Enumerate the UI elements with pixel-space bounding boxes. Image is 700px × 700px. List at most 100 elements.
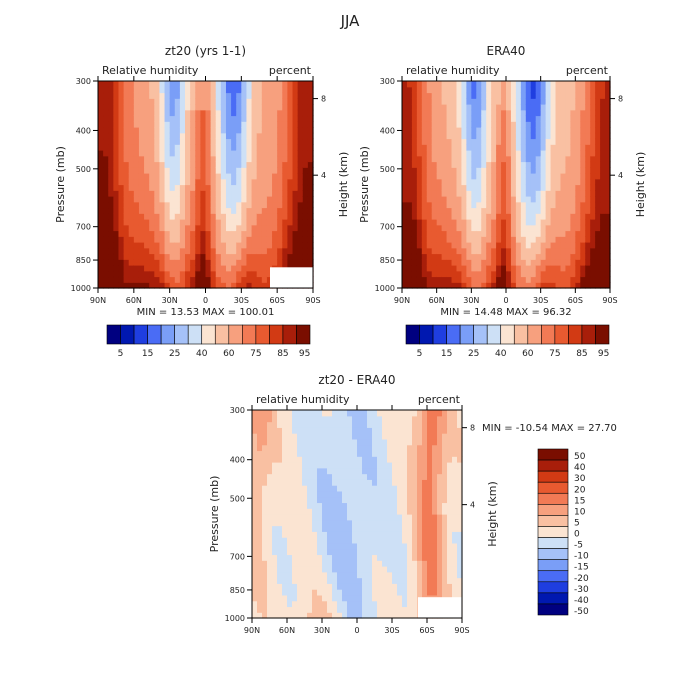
- field-cell: [377, 473, 383, 480]
- field-cell: [560, 138, 567, 145]
- field-cell: [402, 566, 408, 573]
- field-cell: [392, 531, 398, 538]
- field-cell: [530, 173, 537, 180]
- field-cell: [387, 479, 393, 486]
- field-cell: [277, 450, 283, 457]
- field-cell: [496, 98, 502, 105]
- field-cell: [246, 201, 253, 209]
- field-cell: [133, 213, 140, 220]
- colorbar-swatch: [537, 581, 569, 594]
- field-cell: [441, 81, 448, 88]
- field-cell: [277, 427, 283, 434]
- field-cell: [266, 247, 273, 255]
- field-cell: [486, 230, 492, 237]
- field-cell: [282, 236, 289, 243]
- field-cell: [491, 98, 497, 105]
- y-right-axis-label: Height (km): [337, 152, 350, 218]
- field-cell: [322, 415, 328, 423]
- field-cell: [251, 184, 258, 191]
- field-cell: [367, 502, 373, 509]
- field-cell: [565, 265, 571, 272]
- field-cell: [406, 201, 413, 209]
- field-cell: [555, 230, 562, 237]
- field-cell: [535, 265, 542, 272]
- field-cell: [515, 207, 522, 214]
- field-cell: [570, 109, 576, 117]
- field-cell: [159, 92, 166, 99]
- field-cell: [397, 479, 403, 486]
- field-cell: [103, 259, 109, 266]
- field-cell: [605, 104, 611, 111]
- field-cell: [565, 121, 571, 128]
- field-cell: [312, 462, 318, 469]
- field-cell: [421, 213, 428, 220]
- field-cell: [367, 485, 373, 492]
- field-cell: [159, 265, 166, 272]
- field-cell: [215, 265, 222, 272]
- field-cell: [297, 86, 304, 94]
- field-cell: [302, 178, 309, 186]
- field-cell: [123, 282, 130, 289]
- field-cell: [515, 144, 522, 151]
- field-cell: [540, 196, 547, 203]
- field-cell: [412, 456, 418, 463]
- field-cell: [412, 450, 418, 457]
- field-cell: [442, 560, 448, 567]
- field-cell: [422, 577, 428, 584]
- field-cell: [277, 606, 283, 613]
- field-cell: [262, 450, 268, 457]
- field-cell: [297, 600, 303, 608]
- field-cell: [412, 415, 418, 423]
- field-cell: [600, 253, 606, 260]
- field-cell: [520, 115, 527, 122]
- field-cell: [133, 207, 140, 214]
- field-cell: [560, 173, 567, 180]
- field-cell: [471, 201, 477, 209]
- field-cell: [585, 282, 591, 289]
- field-cell: [540, 132, 547, 140]
- field-cell: [525, 81, 532, 88]
- field-cell: [535, 270, 542, 278]
- field-cell: [257, 566, 263, 573]
- field-cell: [605, 81, 611, 88]
- field-cell: [417, 456, 423, 463]
- field-cell: [422, 490, 428, 498]
- colorbar-swatch: [459, 324, 474, 345]
- field-cell: [133, 282, 140, 289]
- field-cell: [108, 155, 114, 163]
- field-cell: [372, 537, 378, 544]
- field-cell: [550, 265, 557, 272]
- field-cell: [154, 282, 161, 289]
- field-cell: [506, 150, 512, 157]
- field-cell: [277, 566, 283, 573]
- field-cell: [377, 531, 383, 538]
- field-cell: [437, 479, 443, 486]
- field-cell: [501, 86, 507, 94]
- field-cell: [421, 98, 428, 105]
- field-cell: [421, 265, 428, 272]
- field-cell: [118, 259, 125, 266]
- field-cell: [510, 115, 517, 122]
- field-cell: [377, 542, 383, 550]
- field-cell: [312, 415, 318, 423]
- field-cell: [431, 150, 438, 157]
- field-cell: [261, 104, 268, 111]
- field-cell: [436, 276, 443, 283]
- field-cell: [251, 92, 258, 99]
- field-cell: [476, 150, 482, 157]
- colorbar-label: -5: [574, 541, 583, 551]
- field-cell: [149, 219, 155, 226]
- field-cell: [402, 230, 408, 237]
- field-cell: [421, 167, 428, 174]
- field-cell: [397, 490, 403, 498]
- field-cell: [447, 571, 453, 579]
- field-cell: [277, 207, 283, 214]
- field-cell: [362, 473, 368, 480]
- field-cell: [287, 606, 293, 613]
- field-cell: [506, 161, 512, 168]
- field-cell: [256, 242, 263, 249]
- field-cell: [506, 173, 512, 180]
- field-cell: [149, 98, 155, 105]
- field-cell: [387, 427, 393, 434]
- field-cell: [174, 247, 181, 255]
